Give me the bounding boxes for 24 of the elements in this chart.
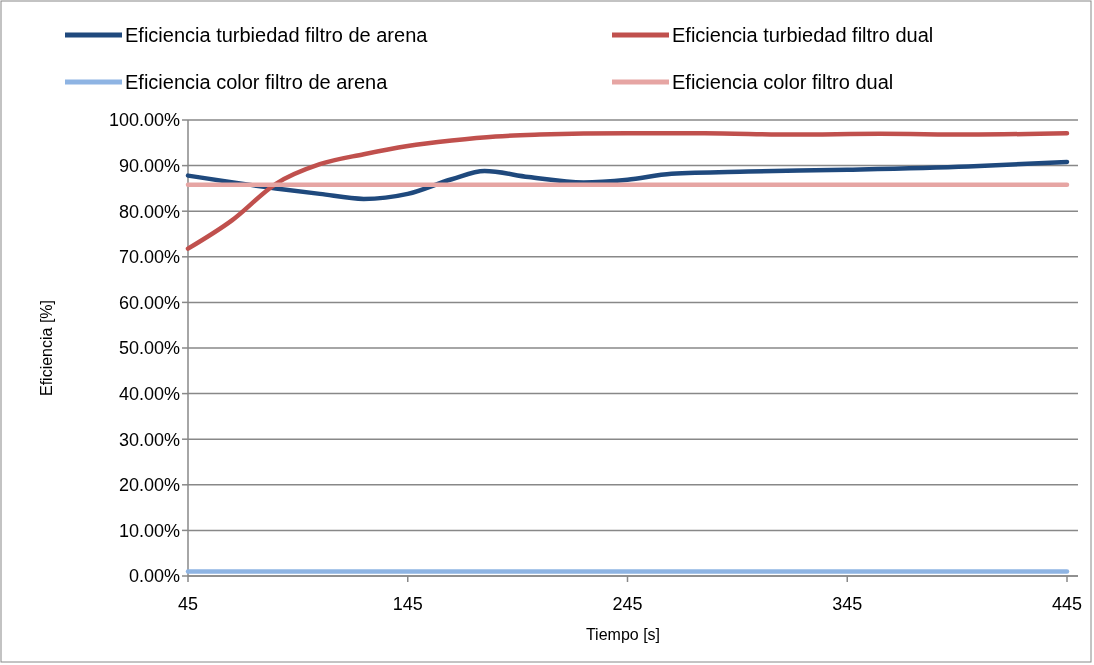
x-tick-label: 245 [612,594,643,614]
legend-label: Eficiencia color filtro de arena [125,71,389,93]
y-tick-label: 40.00% [118,383,180,404]
x-tick-label: 445 [1051,594,1083,614]
y-tick-label: 0.00% [128,566,180,587]
y-tick-label: 90.00% [118,155,180,176]
y-tick-label: 50.00% [118,338,180,359]
x-tick-label: 345 [832,594,863,614]
y-tick-label: 60.00% [118,292,180,313]
legend-label: Eficiencia turbiedad filtro dual [672,24,934,46]
x-tick-label: 45 [177,594,199,614]
line-series [185,159,1070,202]
x-tick-label: 145 [392,594,423,614]
x-axis-title: Tiempo [s] [585,626,661,643]
line-series [185,130,1070,251]
y-tick-label: 10.00% [118,520,180,541]
legend-label: Eficiencia color filtro dual [672,71,894,93]
y-tick-label: 70.00% [118,247,180,268]
legend-label: Eficiencia turbiedad filtro de arena [125,24,429,46]
y-tick-label: 30.00% [118,429,180,450]
y-tick-label: 20.00% [118,475,180,496]
y-tick-label: 100.00% [108,110,180,131]
y-tick-label: 80.00% [118,201,180,222]
y-axis-title: Eficiencia [%] [38,299,55,397]
